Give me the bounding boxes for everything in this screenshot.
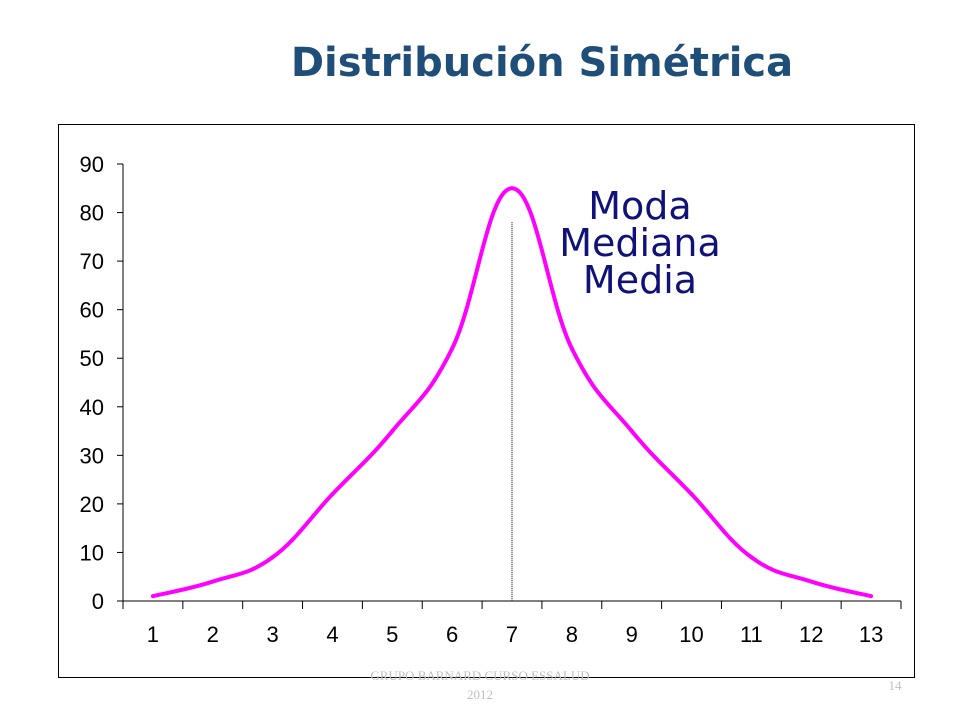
footer-text: GRUPO BARNARD CURSO ESSALUD 2012 xyxy=(330,666,630,704)
annotation-mode: Moda xyxy=(588,184,692,228)
x-tick-label: 5 xyxy=(386,622,398,647)
data-point xyxy=(390,429,395,434)
annotation-mean: Media xyxy=(582,258,698,302)
data-point xyxy=(270,555,275,560)
x-tick-label: 6 xyxy=(446,622,458,647)
x-tick-label: 9 xyxy=(626,622,638,647)
annotation-median: Mediana xyxy=(559,221,721,265)
footer-line-1: GRUPO BARNARD CURSO ESSALUD xyxy=(370,668,590,683)
y-tick-label: 60 xyxy=(80,298,104,323)
data-point xyxy=(869,594,874,599)
x-tick-label: 8 xyxy=(566,622,578,647)
data-point xyxy=(809,579,814,584)
y-tick-label: 70 xyxy=(80,249,104,274)
x-tick-label: 11 xyxy=(740,622,763,647)
data-point xyxy=(629,429,634,434)
data-point xyxy=(150,594,155,599)
page-number: 14 xyxy=(888,678,902,693)
data-point xyxy=(749,555,754,560)
central-tendency-annotation: Moda Mediana Media xyxy=(540,184,740,302)
y-tick-label: 0 xyxy=(92,589,104,614)
y-tick-label: 90 xyxy=(80,152,104,177)
data-point xyxy=(450,346,455,351)
x-tick-label: 1 xyxy=(147,622,159,647)
y-tick-label: 30 xyxy=(80,443,104,468)
chart-frame xyxy=(58,124,915,678)
data-point xyxy=(210,579,215,584)
y-tick-label: 40 xyxy=(80,395,104,420)
x-tick-label: 2 xyxy=(207,622,219,647)
data-point xyxy=(689,492,694,497)
x-tick-label: 12 xyxy=(799,622,823,647)
data-point xyxy=(330,492,335,497)
x-tick-label: 3 xyxy=(266,622,278,647)
y-tick-label: 20 xyxy=(80,492,104,517)
chart-marks xyxy=(150,186,874,601)
y-tick-label: 80 xyxy=(80,201,104,226)
y-tick-label: 50 xyxy=(80,346,104,371)
x-tick-label: 13 xyxy=(859,622,883,647)
footer-line-2: 2012 xyxy=(467,687,493,702)
data-point xyxy=(569,346,574,351)
slide-title: Distribución Simétrica xyxy=(290,40,794,86)
x-tick-label: 4 xyxy=(326,622,338,647)
y-tick-label: 10 xyxy=(80,540,104,565)
x-tick-label: 7 xyxy=(506,622,518,647)
x-tick-label: 10 xyxy=(679,622,703,647)
data-point xyxy=(510,186,514,191)
